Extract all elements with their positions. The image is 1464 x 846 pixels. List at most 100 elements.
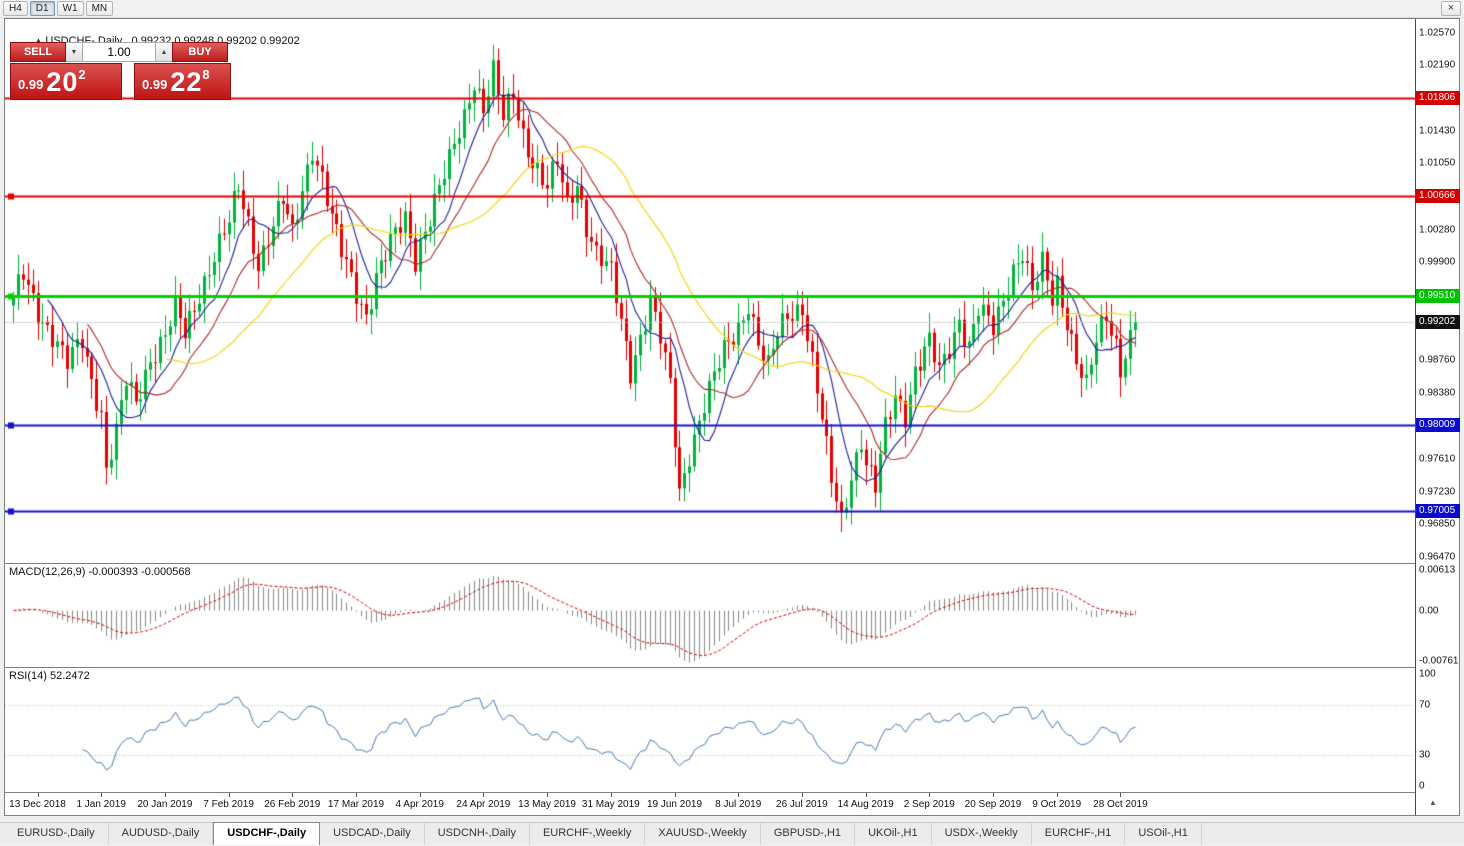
date-axis-label: 14 Aug 2019	[837, 799, 894, 810]
date-axis[interactable]: 13 Dec 2018 1 Jan 2019 20 Jan 2019 7 Feb 20…	[5, 793, 1415, 815]
price-axis-label: 1.00280	[1419, 224, 1456, 236]
macd-chart-canvas[interactable]	[5, 564, 1415, 667]
date-axis-tick	[993, 793, 994, 797]
sell-price-prefix: 0.99	[18, 77, 44, 92]
price-axis-label: 1.02190	[1419, 59, 1456, 71]
price-axis-badge: 1.00666	[1416, 189, 1460, 204]
date-axis-tick	[1056, 793, 1058, 797]
pane-separator[interactable]	[5, 563, 1415, 564]
price-axis-label: 1.01050	[1419, 157, 1456, 169]
date-axis-tick	[483, 793, 485, 797]
chart-tab-gbpusd-h1[interactable]: GBPUSD-,H1	[761, 823, 856, 845]
chart-tab-ukoil-h1[interactable]: UKOil-,H1	[855, 823, 932, 845]
price-axis-label: 0.98760	[1419, 354, 1456, 366]
macd-axis-label: 0.00	[1419, 605, 1439, 617]
price-chart-canvas[interactable]	[5, 19, 1415, 563]
macd-indicator-label: MACD(12,26,9) -0.000393 -0.000568	[9, 566, 191, 578]
chart-tab-usdx-weekly[interactable]: USDX-,Weekly	[932, 823, 1032, 845]
price-axis-badge: 1.01806	[1416, 91, 1460, 106]
chart-tab-eurusd-daily[interactable]: EURUSD-,Daily	[4, 823, 109, 845]
price-axis-badge: 0.99510	[1416, 288, 1460, 303]
date-axis-tick	[228, 793, 230, 797]
date-axis-label: 7 Feb 2019	[203, 799, 254, 810]
rsi-chart-canvas[interactable]	[5, 668, 1415, 792]
sell-button[interactable]: SELL	[10, 42, 66, 62]
chart-tab-bar: EURUSD-,Daily AUDUSD-,Daily USDCHF-,Daily U…	[0, 822, 1464, 845]
rsi-pane: RSI(14) 52.2472	[5, 668, 1415, 792]
price-axis-label: 0.97610	[1419, 453, 1456, 465]
date-axis-tick	[356, 793, 357, 797]
price-axis-badge: 0.99202	[1416, 315, 1460, 330]
chart-tab-usdchf-daily[interactable]: USDCHF-,Daily	[213, 822, 321, 845]
pane-separator[interactable]	[5, 792, 1415, 793]
pane-separator[interactable]	[5, 667, 1415, 668]
one-click-trading-panel: SELL ▼ 1.00 ▲ BUY 0.99 20 2 0.99 22	[10, 42, 232, 100]
timeframe-button-w1[interactable]: W1	[56, 1, 84, 16]
chart-tab-usdcad-daily[interactable]: USDCAD-,Daily	[320, 823, 425, 845]
timeframe-button-d1[interactable]: D1	[29, 1, 55, 16]
date-axis-tick	[37, 793, 39, 797]
date-axis-tick	[101, 793, 103, 797]
date-axis-tick	[292, 793, 294, 797]
date-axis-label: 13 May 2019	[518, 799, 577, 810]
date-axis-label: 31 May 2019	[581, 799, 640, 810]
date-axis-label: 24 Apr 2019	[456, 799, 511, 810]
chart-tab-eurchf-h1[interactable]: EURCHF-,H1	[1032, 823, 1126, 845]
chart-tab-usoil-h1[interactable]: USOil-,H1	[1125, 823, 1202, 845]
buy-button[interactable]: BUY	[172, 42, 228, 62]
date-axis-tick	[547, 793, 549, 797]
sell-price-display[interactable]: 0.99 20 2	[10, 63, 122, 100]
chart-tab-xauusd-weekly[interactable]: XAUUSD-,Weekly	[645, 823, 761, 845]
top-toolbar: H4 D1 W1 MN ×	[0, 0, 1464, 18]
date-axis-tick	[738, 793, 740, 797]
timeframe-button-h4[interactable]: H4	[3, 1, 28, 16]
date-axis-label: 2 Sep 2019	[903, 799, 955, 810]
date-axis-label: 8 Jul 2019	[715, 799, 762, 810]
date-axis-tick	[610, 793, 612, 797]
price-axis-badge: 0.98009	[1416, 417, 1460, 432]
rsi-axis-label: 70	[1419, 699, 1431, 711]
macd-axis-label: -0.00761	[1419, 655, 1459, 667]
collapse-trade-panel-icon[interactable]: ▲	[34, 36, 43, 45]
buy-price-point: 8	[202, 67, 210, 82]
date-axis-label: 9 Oct 2019	[1032, 799, 1082, 810]
chart-tab-eurchf-weekly[interactable]: EURCHF-,Weekly	[530, 823, 646, 845]
date-axis-tick	[929, 793, 931, 797]
scroll-to-end-icon[interactable]: ▲	[1429, 798, 1437, 807]
timeframe-button-mn[interactable]: MN	[85, 1, 114, 16]
macd-axis-label: 0.00613	[1419, 564, 1456, 576]
date-axis-tick	[674, 793, 676, 797]
date-axis-label: 4 Apr 2019	[395, 799, 444, 810]
chart-tab-usdcnh-daily[interactable]: USDCNH-,Daily	[425, 823, 530, 845]
price-axis[interactable]: ▲ 1.02570 1.02190 1.01430 1.01050 1.00280 0.9…	[1415, 19, 1460, 815]
price-axis-label: 0.96470	[1419, 551, 1456, 563]
chart-tab-audusd-daily[interactable]: AUDUSD-,Daily	[109, 823, 214, 845]
price-axis-label: 0.96850	[1419, 518, 1456, 530]
date-axis-label: 20 Sep 2019	[964, 799, 1022, 810]
price-axis-label: 1.02570	[1419, 27, 1456, 39]
date-axis-label: 20 Jan 2019	[137, 799, 193, 810]
sell-price-point: 2	[78, 67, 86, 82]
volume-input[interactable]: 1.00	[82, 42, 156, 62]
rsi-axis-label: 100	[1419, 668, 1436, 680]
volume-decrease-icon[interactable]: ▼	[66, 42, 82, 62]
rsi-indicator-label: RSI(14) 52.2472	[9, 670, 90, 682]
timeframe-button-group: H4 D1 W1 MN	[2, 0, 114, 18]
date-axis-tick	[419, 793, 421, 797]
buy-price-display[interactable]: 0.99 22 8	[134, 63, 231, 100]
date-axis-label: 26 Feb 2019	[264, 799, 321, 810]
date-axis-tick	[865, 793, 867, 797]
date-axis-tick	[801, 793, 803, 797]
price-axis-label: 0.97230	[1419, 486, 1456, 498]
price-axis-label: 0.98380	[1419, 387, 1456, 399]
date-axis-label: 19 Jun 2019	[646, 799, 703, 810]
date-axis-label: 1 Jan 2019	[76, 799, 126, 810]
date-axis-tick	[1120, 793, 1122, 797]
rsi-axis-label: 0	[1419, 780, 1425, 792]
macd-pane: MACD(12,26,9) -0.000393 -0.000568	[5, 564, 1415, 667]
price-axis-label: 1.01430	[1419, 125, 1456, 137]
close-icon[interactable]: ×	[1441, 1, 1461, 16]
rsi-axis-label: 30	[1419, 749, 1431, 761]
volume-increase-icon[interactable]: ▲	[156, 42, 172, 62]
price-axis-badge: 0.97005	[1416, 504, 1460, 518]
